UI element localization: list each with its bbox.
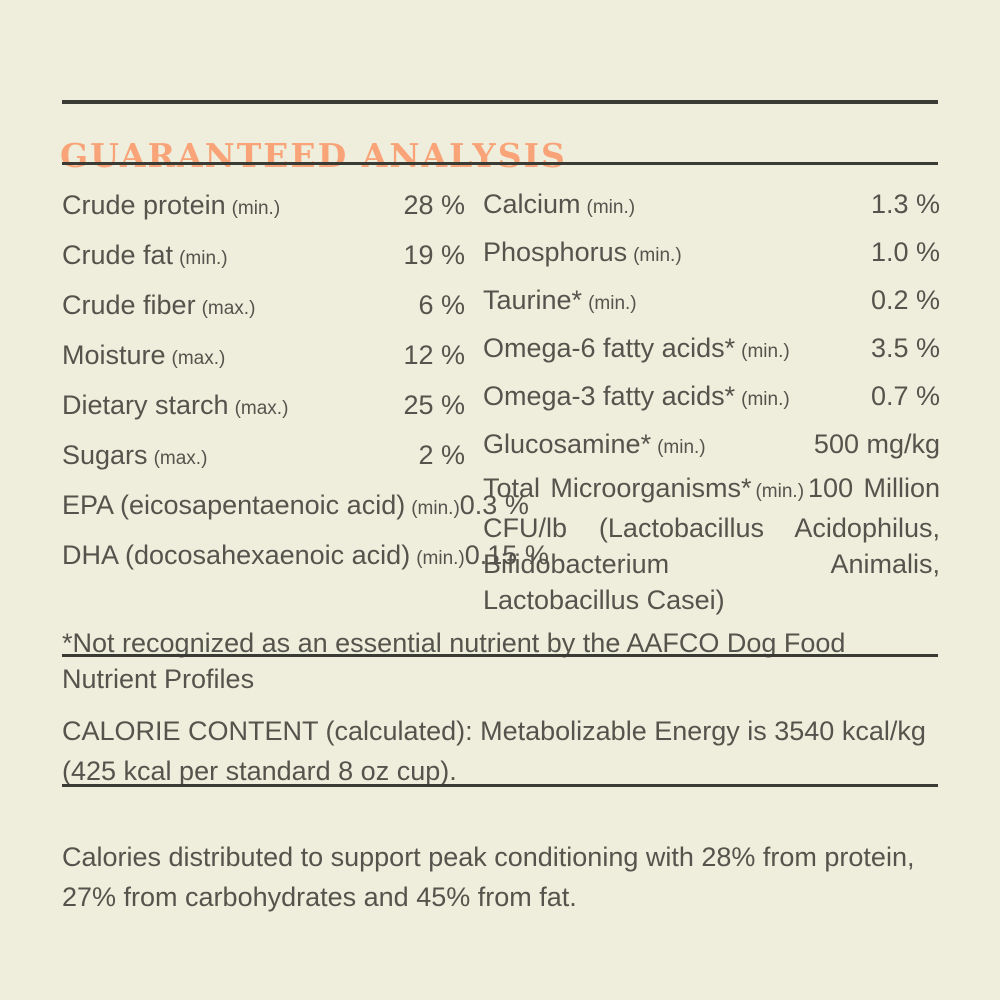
- table-row: Calcium (min.) 1.3 %: [483, 182, 940, 230]
- nutrient-label: Crude protein: [62, 190, 226, 220]
- table-row: Crude fiber (max.) 6 %: [62, 282, 465, 332]
- table-row: Crude fat (min.) 19 %: [62, 232, 465, 282]
- calorie-section-divider: [62, 654, 938, 657]
- nutrient-label: Glucosamine*: [483, 429, 652, 459]
- table-row: EPA (eicosapentaenoic acid) (min.) 0.3 %: [62, 482, 529, 532]
- analysis-column-left: Crude protein (min.) 28 % Crude fat (min.)…: [62, 182, 549, 618]
- nutrient-label: Omega-3 fatty acids*: [483, 381, 736, 411]
- top-divider: [62, 100, 938, 104]
- table-row-microorganisms: Total Microorganisms* (min.) 100 Million C…: [483, 470, 940, 618]
- nutrient-qualifier: (max.): [153, 448, 208, 469]
- nutrient-label: Dietary starch: [62, 390, 229, 420]
- nutrient-value: 1.0 %: [870, 237, 940, 267]
- nutrient-label: Calcium: [483, 189, 581, 219]
- nutrient-value: 28 %: [403, 190, 465, 220]
- nutrient-qualifier: (min.): [633, 245, 682, 266]
- table-row: Taurine* (min.) 0.2 %: [483, 278, 940, 326]
- table-row: Phosphorus (min.) 1.0 %: [483, 230, 940, 278]
- guaranteed-analysis-table: Crude protein (min.) 28 % Crude fat (min.)…: [62, 182, 940, 618]
- nutrient-qualifier: (min.): [586, 197, 636, 218]
- table-row: DHA (docosahexaenoic acid) (min.) 0.15 %: [62, 532, 549, 582]
- nutrient-value: 0.7 %: [870, 381, 940, 411]
- table-row: Dietary starch (max.) 25 %: [62, 382, 465, 432]
- table-row: Sugars (max.) 2 %: [62, 432, 465, 482]
- calorie-distribution-text: Calories distributed to support peak con…: [62, 842, 915, 912]
- distribution-section-divider: [62, 784, 938, 787]
- page-title: GUARANTEED ANALYSIS: [60, 136, 567, 176]
- nutrient-label: Total Microorganisms*: [483, 473, 752, 503]
- nutrient-label: EPA (eicosapentaenoic acid): [62, 490, 406, 520]
- nutrient-label: Phosphorus: [483, 237, 628, 267]
- nutrient-label: Omega-6 fatty acids*: [483, 333, 736, 363]
- table-row: Glucosamine* (min.) 500 mg/kg: [483, 422, 940, 470]
- nutrient-label: Crude fat: [62, 240, 174, 270]
- table-row: Crude protein (min.) 28 %: [62, 182, 465, 232]
- analysis-column-right: Calcium (min.) 1.3 % Phosphorus (min.) 1.0…: [483, 182, 940, 618]
- aafco-footnote: *Not recognized as an essential nutrient…: [62, 628, 846, 694]
- nutrient-value: 500 mg/kg: [813, 429, 940, 459]
- nutrient-value: 25 %: [403, 390, 465, 420]
- nutrient-value: 19 %: [403, 240, 465, 270]
- nutrient-value: 1.3 %: [870, 189, 940, 219]
- nutrient-qualifier: (min.): [411, 498, 460, 519]
- nutrient-label: Crude fiber: [62, 290, 196, 320]
- nutrient-qualifier: (max.): [201, 298, 256, 319]
- nutrient-qualifier: (min.): [755, 481, 805, 502]
- nutrient-qualifier: (max.): [171, 348, 226, 369]
- table-row: Omega-3 fatty acids* (min.) 0.7 %: [483, 374, 940, 422]
- nutrient-value: 12 %: [403, 340, 465, 370]
- nutrient-value: 0.2 %: [870, 285, 940, 315]
- nutrient-label: DHA (docosahexaenoic acid): [62, 540, 411, 570]
- nutrient-value: 100 Million CFU/lb: [483, 473, 940, 543]
- title-divider: [62, 162, 938, 165]
- table-row: Omega-6 fatty acids* (min.) 3.5 %: [483, 326, 940, 374]
- nutrient-value: 0.15 %: [464, 540, 549, 570]
- table-row: Moisture (max.) 12 %: [62, 332, 465, 382]
- nutrient-value: 3.5 %: [870, 333, 940, 363]
- nutrient-qualifier: (min.): [741, 341, 790, 362]
- nutrient-label: Sugars: [62, 440, 148, 470]
- nutrient-qualifier: (min.): [588, 293, 637, 314]
- nutrient-qualifier: (min.): [657, 437, 706, 458]
- nutrient-qualifier: (min.): [231, 198, 281, 219]
- nutrient-qualifier: (min.): [416, 548, 465, 569]
- nutrient-label: Taurine*: [483, 285, 583, 315]
- nutrient-value: 2 %: [418, 440, 465, 470]
- nutrient-qualifier: (min.): [179, 248, 228, 269]
- nutrient-detail: (Lactobacillus Acidophilus, Bifidobacter…: [483, 513, 940, 615]
- nutrient-qualifier: (min.): [741, 389, 790, 410]
- nutrient-value: 0.3 %: [459, 490, 529, 520]
- calorie-content-text: CALORIE CONTENT (calculated): Metaboliza…: [62, 716, 926, 786]
- nutrient-value: 6 %: [418, 290, 465, 320]
- nutrient-qualifier: (max.): [234, 398, 289, 419]
- nutrient-label: Moisture: [62, 340, 166, 370]
